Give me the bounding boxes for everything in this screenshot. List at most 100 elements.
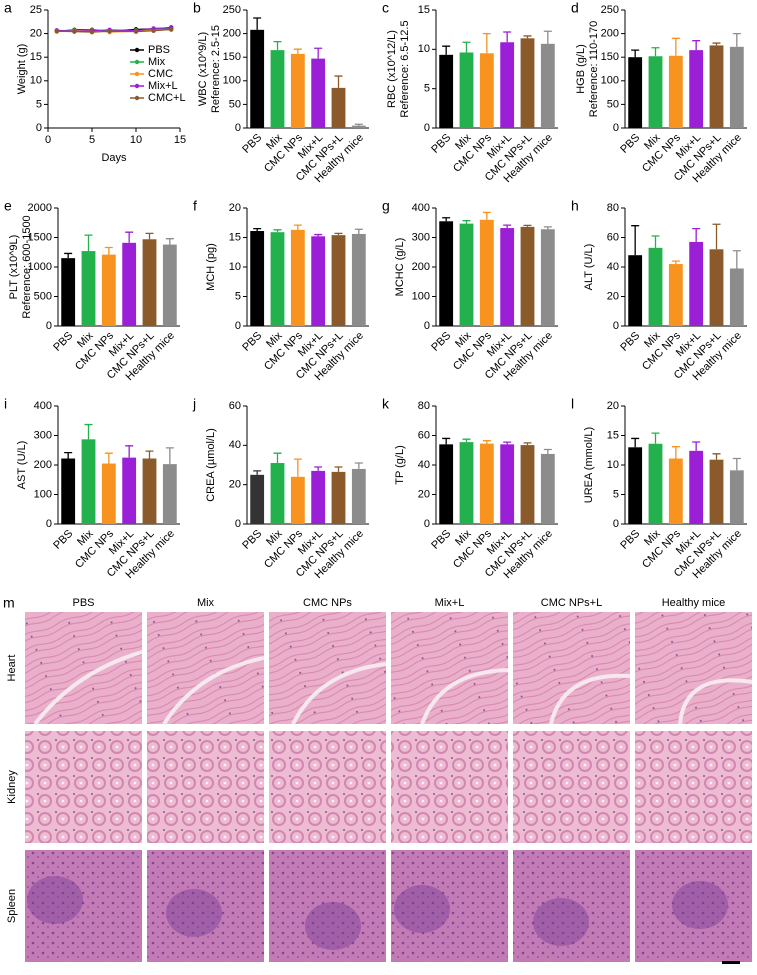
y-tick-label: 400	[34, 400, 52, 412]
legend-label: Mix+L	[148, 80, 178, 92]
bar	[351, 468, 366, 524]
bar	[540, 453, 555, 524]
error-bar	[732, 457, 741, 471]
error-bar	[442, 437, 451, 445]
bar	[709, 45, 724, 128]
bar	[689, 50, 704, 129]
error-bar	[165, 238, 174, 245]
vessel-gap	[33, 650, 143, 726]
x-tick-label: PBS	[240, 330, 264, 354]
lymphoid-follicle	[533, 898, 589, 946]
y-tick-label: 150	[601, 51, 619, 63]
y-axis-label: AST (U/L)	[16, 441, 28, 490]
column-label: CMC NPs+L	[541, 597, 602, 609]
error-bar	[145, 450, 154, 459]
marker	[54, 29, 59, 34]
bar	[500, 42, 515, 128]
y-axis-label: CREA (µmol/L)	[205, 428, 217, 502]
y-axis-label: HGB (g/L)	[575, 44, 587, 94]
bar	[331, 235, 346, 326]
error-bar	[503, 224, 512, 229]
error-bar	[64, 451, 73, 459]
error-bar	[523, 224, 532, 227]
y-tick-label: 40	[229, 439, 241, 451]
y-tick-label: 0	[424, 320, 430, 332]
x-axis-label: Days	[101, 152, 127, 164]
y-axis-note: Reference: 600-1500	[21, 215, 33, 318]
bar	[290, 53, 305, 129]
axes	[435, 208, 558, 327]
panel-letter: m	[3, 595, 15, 611]
error-bar	[631, 225, 640, 256]
error-bar	[631, 437, 640, 448]
tissue-texture	[147, 850, 264, 962]
y-tick-label: 5	[613, 488, 619, 500]
error-bar	[692, 40, 701, 51]
y-tick-label: 0	[235, 518, 241, 530]
tissue-texture	[635, 612, 752, 724]
panel-letter: e	[4, 198, 12, 214]
marker	[72, 29, 77, 34]
panel-letter: b	[193, 0, 201, 16]
error-bar	[462, 220, 471, 224]
row-label: Kidney	[6, 770, 18, 804]
vessel-gap	[291, 662, 387, 725]
y-tick-label: 40	[418, 459, 430, 471]
marker	[151, 28, 156, 33]
axes	[435, 406, 558, 525]
vessel-gap	[549, 673, 631, 725]
y-axis-label: TP (g/L)	[394, 445, 406, 485]
marker	[169, 27, 174, 32]
y-tick-label: 2000	[28, 202, 52, 214]
x-tick-label: PBS	[429, 132, 453, 156]
bar	[101, 254, 116, 326]
y-tick-label: 10	[607, 459, 619, 471]
legend-marker	[134, 59, 140, 65]
y-tick-label: 1500	[28, 231, 52, 243]
y-tick-label: 200	[412, 261, 430, 273]
error-bar	[273, 40, 282, 51]
y-tick-label: 10	[30, 75, 42, 87]
error-bar	[125, 445, 134, 458]
panel-letter: k	[382, 396, 390, 412]
bar	[479, 53, 494, 129]
legend-marker	[134, 71, 140, 77]
error-bar	[651, 432, 660, 444]
y-tick-label: 15	[418, 4, 430, 16]
axes	[624, 406, 747, 525]
error-bar	[145, 232, 154, 240]
panel-letter: c	[382, 0, 389, 16]
error-bar	[732, 32, 741, 47]
error-bar	[64, 252, 73, 259]
bar	[668, 55, 683, 129]
bar	[648, 247, 663, 326]
bar	[439, 221, 454, 326]
error-bar	[692, 441, 701, 451]
y-axis-label: ALT (U/L)	[583, 244, 595, 291]
error-bar	[671, 37, 680, 56]
y-axis-note: Reference: 2.5-15	[210, 25, 222, 113]
tissue-texture	[25, 731, 142, 843]
error-bar	[442, 217, 451, 222]
error-bar	[334, 75, 343, 88]
error-bar	[543, 448, 552, 454]
tissue-texture	[391, 731, 508, 843]
tissue-texture	[391, 850, 508, 962]
bar	[500, 228, 515, 326]
error-bar	[503, 31, 512, 43]
y-tick-label: 300	[412, 231, 430, 243]
y-tick-label: 15	[229, 231, 241, 243]
y-tick-label: 20	[229, 479, 241, 491]
axes	[246, 208, 369, 327]
vessel-gap	[162, 656, 265, 726]
y-tick-label: 0	[424, 122, 430, 134]
bar	[270, 50, 285, 129]
bar	[270, 232, 285, 326]
legend-marker	[134, 95, 140, 101]
y-axis-label: WBC (x10^9/L)	[197, 32, 209, 106]
bar	[540, 43, 555, 128]
y-tick-label: 80	[418, 400, 430, 412]
panel-letter: h	[571, 198, 579, 214]
y-tick-label: 200	[34, 459, 52, 471]
y-tick-label: 60	[607, 231, 619, 243]
